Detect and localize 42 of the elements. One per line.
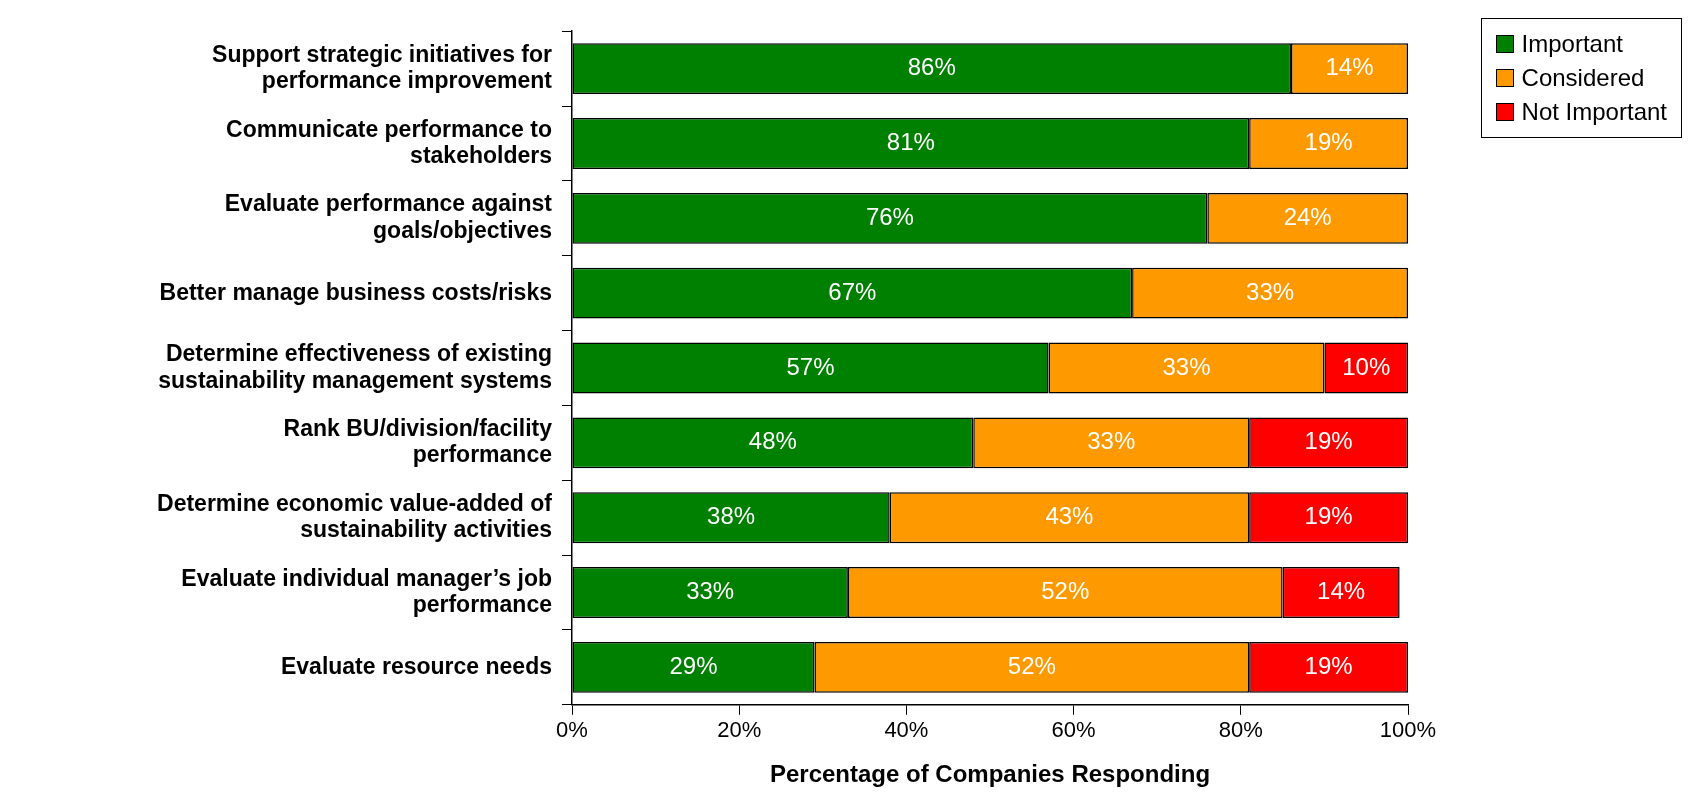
x-tick-label: 20% — [717, 717, 762, 743]
y-tick-label: Communicate performance to stakeholders — [226, 115, 552, 169]
data-label: 67% — [828, 277, 877, 305]
data-label: 14% — [1325, 53, 1374, 81]
data-label: 52% — [1007, 652, 1056, 679]
data-label: 33% — [1246, 277, 1295, 305]
data-label: 76% — [865, 202, 914, 230]
data-label: 14% — [1317, 577, 1366, 605]
data-label: 86% — [907, 53, 956, 81]
text: Important — [1521, 29, 1623, 59]
data-label: 19% — [1304, 502, 1353, 530]
y-tick-label: Rank BU/division/facility performance — [283, 414, 553, 468]
x-axis-title: Percentage of Companies Responding — [769, 760, 1211, 788]
data-label: 19% — [1304, 652, 1353, 679]
x-tick-label: 80% — [1218, 717, 1263, 743]
y-tick-label: Determine effectiveness of existing sustainability management systems — [158, 340, 552, 393]
y-tick-label: Evaluate resource needs — [280, 652, 552, 679]
y-tick-label: Evaluate performance against goals/objectives — [224, 190, 553, 243]
data-label: 43% — [1045, 502, 1094, 530]
y-tick-label: Determine economic value-added of sustainability activities — [157, 489, 553, 543]
y-tick-label: Support strategic initiatives for performance improvement — [212, 40, 553, 94]
data-label: 29% — [669, 652, 718, 679]
data-label: 48% — [748, 427, 797, 455]
data-label: 57% — [786, 352, 835, 380]
x-tick-label: 60% — [1051, 717, 1096, 743]
data-label: 33% — [1162, 352, 1211, 380]
data-label: 52% — [1041, 577, 1090, 605]
data-label: 19% — [1304, 427, 1353, 455]
x-tick-label: 0% — [556, 717, 588, 743]
data-label: 19% — [1304, 128, 1353, 156]
legend-label: Considered — [1521, 63, 1645, 93]
legend-label: Not Important — [1521, 97, 1667, 127]
data-label: 24% — [1283, 202, 1332, 230]
x-tick-label: 40% — [884, 717, 929, 743]
y-tick-label: Evaluate individual manager’s job performance — [181, 564, 552, 618]
data-label: 33% — [686, 577, 735, 605]
data-label: 38% — [707, 502, 756, 530]
y-tick-label: Better manage business costs/risks — [159, 278, 552, 305]
data-label: 10% — [1342, 352, 1391, 380]
data-label: 33% — [1087, 427, 1136, 455]
data-label: 81% — [886, 128, 935, 156]
x-tick-label: 100% — [1379, 717, 1437, 743]
